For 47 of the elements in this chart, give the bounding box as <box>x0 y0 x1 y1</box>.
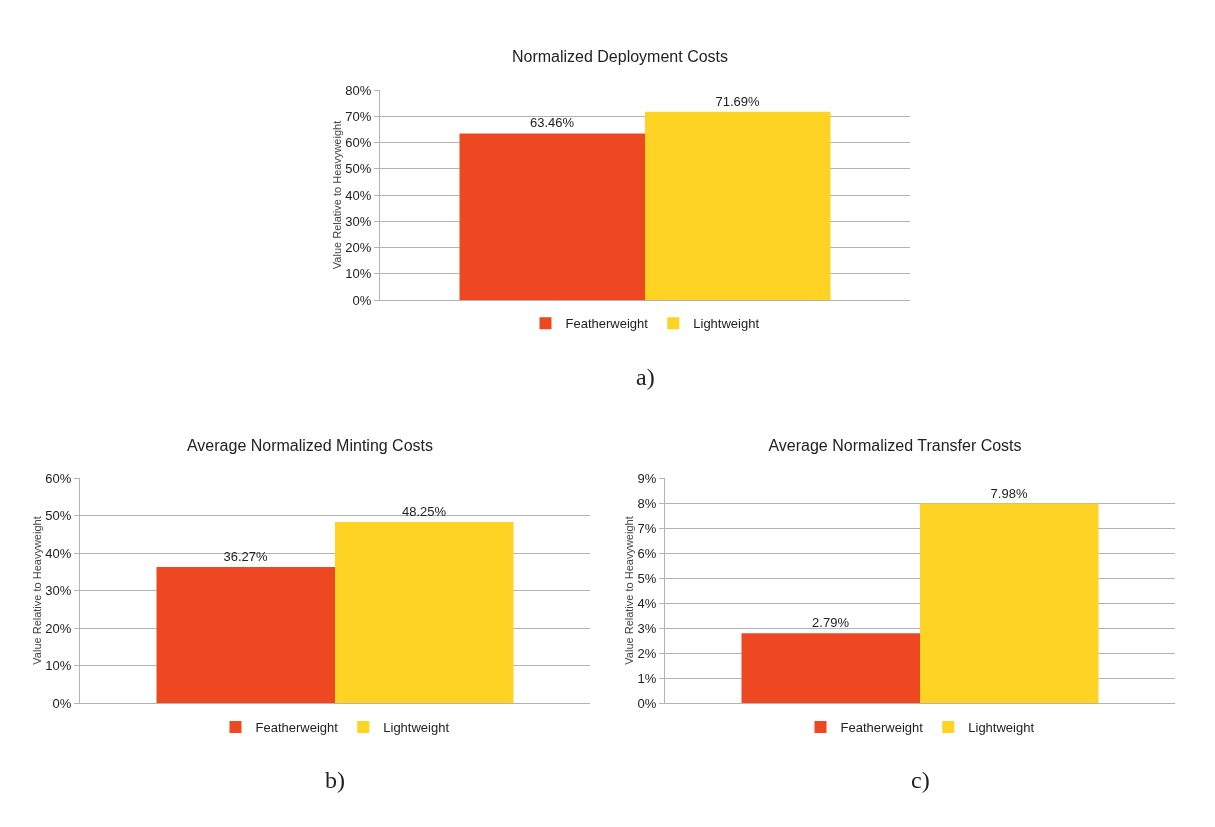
data-label: 2.79% <box>812 615 850 631</box>
y-tick-label: 50% <box>45 508 72 524</box>
chart-title: Average Normalized Transfer Costs <box>768 436 1022 454</box>
chart-title: Average Normalized Minting Costs <box>186 436 434 454</box>
legend-label: Featherweight <box>255 720 339 736</box>
y-tick-label: 50% <box>345 161 372 177</box>
y-tick-label: 20% <box>45 620 72 636</box>
legend-label: Lightweight <box>968 720 1035 736</box>
y-axis-title: Value Relative to Heavyweight <box>31 516 44 665</box>
y-tick-label: 2% <box>637 645 657 661</box>
data-label: 7.98% <box>990 485 1028 501</box>
y-tick-label: 60% <box>45 470 72 486</box>
text: c) <box>911 767 930 793</box>
data-label: 36.27% <box>223 548 269 564</box>
data-label: 71.69% <box>715 93 761 109</box>
y-tick-label: 40% <box>45 545 72 561</box>
y-tick-label: 10% <box>45 658 72 674</box>
y-tick-label: 0% <box>637 695 657 711</box>
legend-label: Featherweight <box>565 316 649 332</box>
y-tick-label: 9% <box>637 470 657 486</box>
y-tick-label: 60% <box>345 135 372 151</box>
y-tick-label: 8% <box>637 495 657 511</box>
text: b) <box>325 767 345 793</box>
legend-label: Lightweight <box>693 316 760 332</box>
y-tick-label: 10% <box>345 266 372 282</box>
y-tick-label: 30% <box>345 213 372 229</box>
y-tick-label: 7% <box>637 520 657 536</box>
y-tick-label: 4% <box>637 595 657 611</box>
y-tick-label: 70% <box>345 108 372 124</box>
y-axis-title: Value Relative to Heavyweight <box>331 120 344 270</box>
y-tick-label: 1% <box>637 670 657 686</box>
chart-title: Normalized Deployment Costs <box>511 48 729 66</box>
y-tick-label: 3% <box>637 620 657 636</box>
text: a) <box>636 364 655 390</box>
y-tick-label: 80% <box>345 82 372 98</box>
data-label: 63.46% <box>529 115 575 131</box>
data-label: 48.25% <box>401 504 447 520</box>
y-tick-label: 40% <box>345 187 372 203</box>
y-tick-label: 20% <box>345 240 372 256</box>
y-tick-label: 0% <box>352 292 372 308</box>
y-tick-label: 5% <box>637 570 657 586</box>
y-tick-label: 30% <box>45 583 72 599</box>
legend-label: Featherweight <box>840 720 924 736</box>
legend-label: Lightweight <box>383 720 450 736</box>
y-axis-title: Value Relative to Heavyweight <box>623 516 635 665</box>
y-tick-label: 6% <box>637 545 657 561</box>
y-tick-label: 0% <box>52 695 72 711</box>
